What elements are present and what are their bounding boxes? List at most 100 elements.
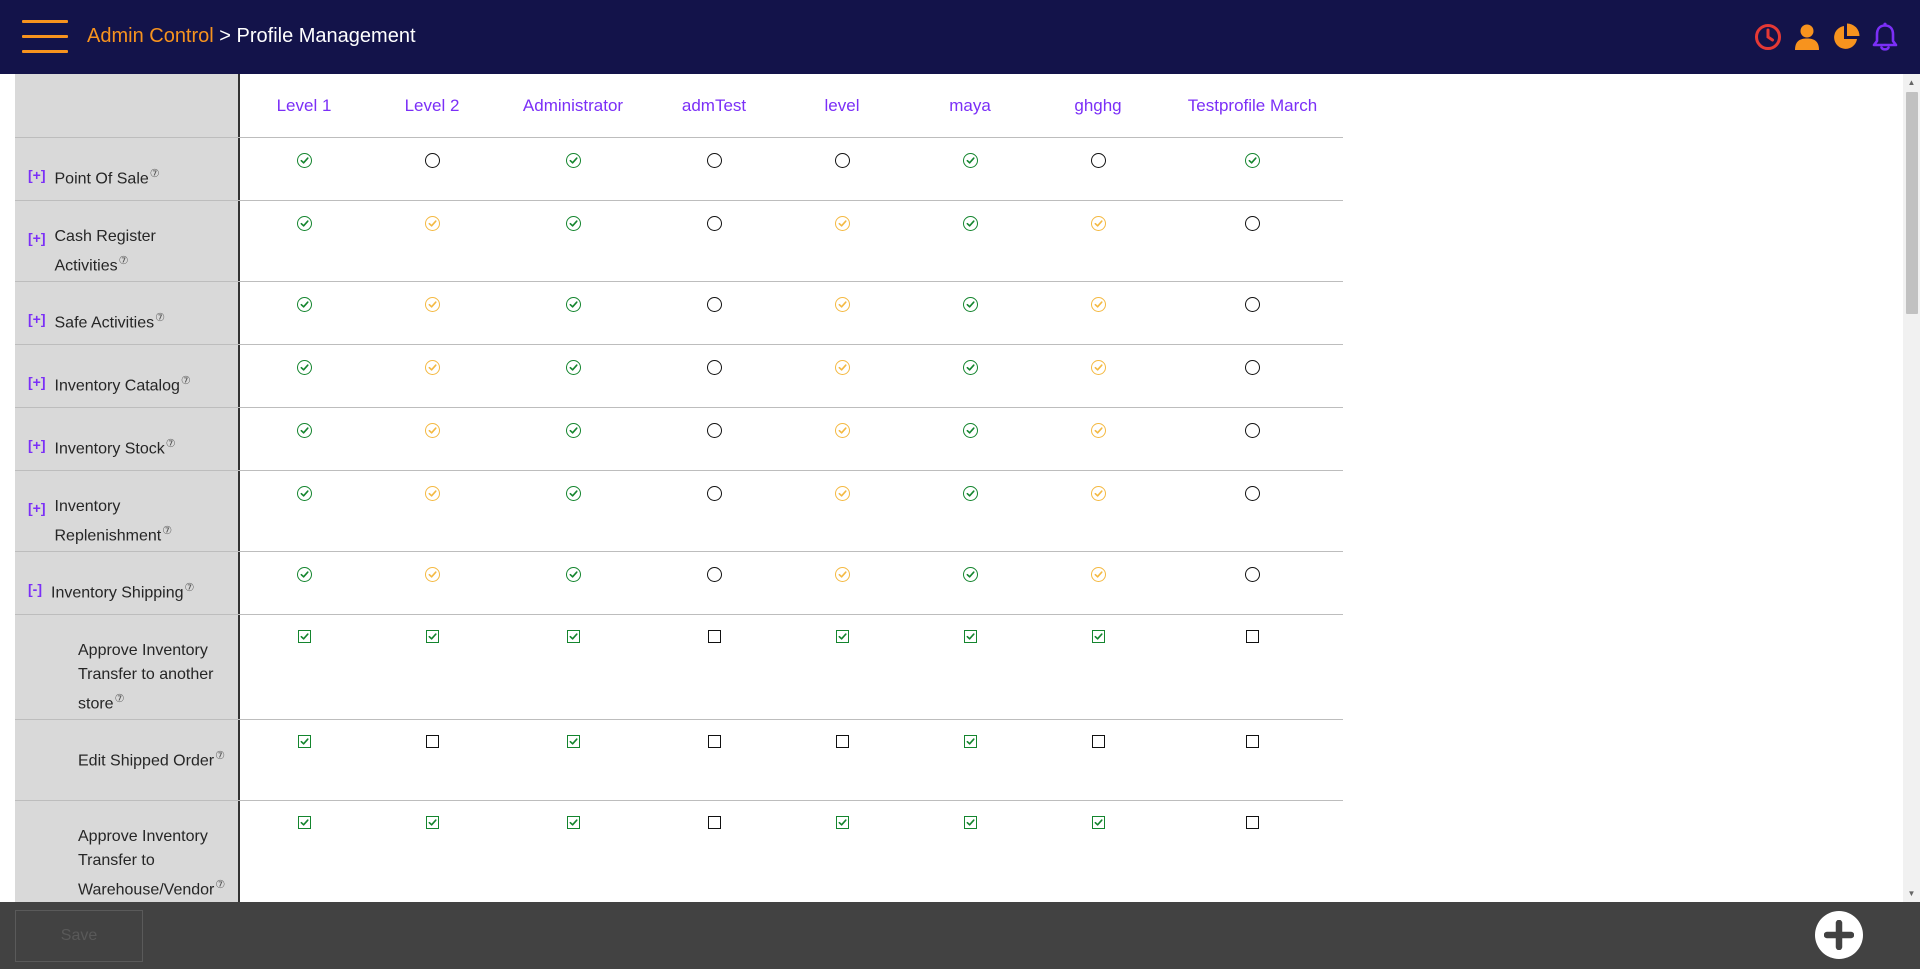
help-icon[interactable]: ⑦	[180, 375, 191, 387]
checked-checkbox[interactable]	[963, 816, 977, 829]
unchecked-checkbox[interactable]	[707, 816, 721, 829]
help-icon[interactable]: ⑦	[149, 168, 160, 180]
partial-access-check-icon[interactable]	[424, 486, 440, 501]
unchecked-checkbox[interactable]	[425, 735, 439, 748]
no-access-circle-icon[interactable]	[706, 297, 722, 312]
help-icon[interactable]: ⑦	[215, 750, 225, 762]
unchecked-checkbox[interactable]	[707, 735, 721, 748]
partial-access-check-icon[interactable]	[1090, 567, 1106, 582]
full-access-check-icon[interactable]	[296, 297, 312, 312]
checked-checkbox[interactable]	[963, 735, 977, 748]
partial-access-check-icon[interactable]	[834, 216, 850, 231]
no-access-circle-icon[interactable]	[1245, 486, 1260, 501]
full-access-check-icon[interactable]	[565, 360, 581, 375]
help-icon[interactable]: ⑦	[162, 525, 173, 537]
scroll-down-arrow-icon[interactable]: ▼	[1907, 889, 1916, 898]
vertical-scrollbar[interactable]: ▲ ▼	[1903, 74, 1920, 902]
no-access-circle-icon[interactable]	[1245, 423, 1260, 438]
full-access-check-icon[interactable]	[962, 153, 978, 168]
full-access-check-icon[interactable]	[565, 153, 581, 168]
checked-checkbox[interactable]	[297, 816, 311, 829]
full-access-check-icon[interactable]	[1245, 153, 1260, 168]
no-access-circle-icon[interactable]	[1090, 153, 1106, 168]
breadcrumb-admin-control-link[interactable]: Admin Control	[87, 25, 214, 47]
collapse-toggle[interactable]: [-]	[28, 581, 42, 597]
partial-access-check-icon[interactable]	[424, 567, 440, 582]
checked-checkbox[interactable]	[835, 816, 849, 829]
full-access-check-icon[interactable]	[962, 360, 978, 375]
checked-checkbox[interactable]	[566, 630, 580, 643]
partial-access-check-icon[interactable]	[424, 360, 440, 375]
no-access-circle-icon[interactable]	[706, 486, 722, 501]
no-access-circle-icon[interactable]	[1245, 297, 1260, 312]
checked-checkbox[interactable]	[566, 735, 580, 748]
profile-header-level-1[interactable]: Level 1	[276, 95, 332, 115]
pie-chart-icon[interactable]	[1831, 22, 1861, 52]
clock-icon[interactable]	[1753, 22, 1783, 52]
expand-toggle[interactable]: [+]	[28, 167, 46, 183]
unchecked-checkbox[interactable]	[707, 630, 721, 643]
user-icon[interactable]	[1792, 22, 1822, 52]
full-access-check-icon[interactable]	[296, 360, 312, 375]
profile-header-maya[interactable]: maya	[949, 95, 991, 115]
no-access-circle-icon[interactable]	[1245, 360, 1260, 375]
unchecked-checkbox[interactable]	[1246, 735, 1259, 748]
checked-checkbox[interactable]	[297, 630, 311, 643]
full-access-check-icon[interactable]	[962, 567, 978, 582]
full-access-check-icon[interactable]	[296, 486, 312, 501]
plus-icon[interactable]	[1815, 911, 1863, 959]
full-access-check-icon[interactable]	[565, 486, 581, 501]
profile-header-administrator[interactable]: Administrator	[522, 95, 624, 115]
partial-access-check-icon[interactable]	[834, 360, 850, 375]
full-access-check-icon[interactable]	[565, 297, 581, 312]
full-access-check-icon[interactable]	[962, 216, 978, 231]
partial-access-check-icon[interactable]	[834, 297, 850, 312]
no-access-circle-icon[interactable]	[1245, 216, 1260, 231]
full-access-check-icon[interactable]	[565, 567, 581, 582]
unchecked-checkbox[interactable]	[1091, 735, 1105, 748]
checked-checkbox[interactable]	[566, 816, 580, 829]
scrollbar-thumb[interactable]	[1906, 92, 1918, 314]
no-access-circle-icon[interactable]	[706, 360, 722, 375]
no-access-circle-icon[interactable]	[834, 153, 850, 168]
bell-icon[interactable]	[1870, 22, 1900, 52]
profile-header-level-2[interactable]: Level 2	[404, 95, 460, 115]
full-access-check-icon[interactable]	[962, 423, 978, 438]
checked-checkbox[interactable]	[963, 630, 977, 643]
expand-toggle[interactable]: [+]	[28, 230, 46, 246]
no-access-circle-icon[interactable]	[1245, 567, 1260, 582]
partial-access-check-icon[interactable]	[834, 486, 850, 501]
no-access-circle-icon[interactable]	[424, 153, 440, 168]
expand-toggle[interactable]: [+]	[28, 374, 46, 390]
profile-header-testprofile-march[interactable]: Testprofile March	[1187, 95, 1318, 115]
full-access-check-icon[interactable]	[962, 297, 978, 312]
checked-checkbox[interactable]	[1091, 816, 1105, 829]
help-icon[interactable]: ⑦	[114, 693, 125, 705]
expand-toggle[interactable]: [+]	[28, 500, 46, 516]
partial-access-check-icon[interactable]	[1090, 216, 1106, 231]
checked-checkbox[interactable]	[425, 630, 439, 643]
unchecked-checkbox[interactable]	[1246, 630, 1259, 643]
full-access-check-icon[interactable]	[296, 567, 312, 582]
full-access-check-icon[interactable]	[296, 216, 312, 231]
partial-access-check-icon[interactable]	[1090, 423, 1106, 438]
partial-access-check-icon[interactable]	[424, 216, 440, 231]
no-access-circle-icon[interactable]	[706, 567, 722, 582]
scroll-up-arrow-icon[interactable]: ▲	[1907, 78, 1916, 87]
help-icon[interactable]: ⑦	[118, 255, 129, 267]
partial-access-check-icon[interactable]	[1090, 360, 1106, 375]
help-icon[interactable]: ⑦	[184, 582, 195, 594]
help-icon[interactable]: ⑦	[165, 438, 176, 450]
partial-access-check-icon[interactable]	[424, 423, 440, 438]
partial-access-check-icon[interactable]	[1090, 297, 1106, 312]
partial-access-check-icon[interactable]	[834, 567, 850, 582]
profile-header-level[interactable]: level	[824, 95, 860, 115]
unchecked-checkbox[interactable]	[1246, 816, 1259, 829]
no-access-circle-icon[interactable]	[706, 216, 722, 231]
checked-checkbox[interactable]	[297, 735, 311, 748]
no-access-circle-icon[interactable]	[706, 153, 722, 168]
full-access-check-icon[interactable]	[296, 153, 312, 168]
full-access-check-icon[interactable]	[296, 423, 312, 438]
full-access-check-icon[interactable]	[962, 486, 978, 501]
help-icon[interactable]: ⑦	[215, 879, 226, 891]
